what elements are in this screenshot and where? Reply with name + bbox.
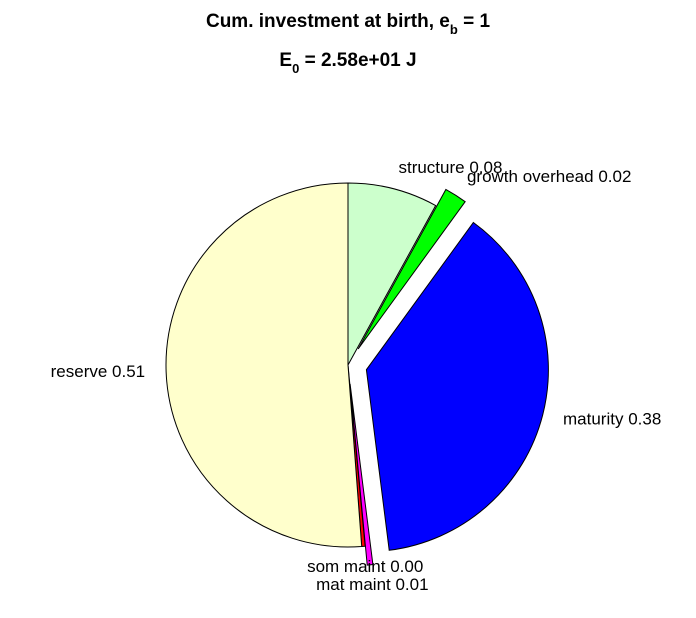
pie-slice-label-3: mat maint 0.01 [316,575,428,594]
pie-slice-label-5: reserve 0.51 [51,362,146,381]
pie-slice-label-4: som maint 0.00 [307,557,423,576]
chart-title-line1: Cum. investment at birth, eb = 1 [206,11,490,37]
pie-slice-5 [165,182,363,548]
pie-slice-3 [349,383,374,566]
pie-slice-label-1: growth overhead 0.02 [467,167,631,186]
pie-slice-2 [365,221,549,551]
pie-slice-label-2: maturity 0.38 [563,410,661,429]
pie-wedges [165,182,549,566]
chart-title-line2: E0 = 2.58e+01 J [279,50,416,76]
pie-slice-label-0: structure 0.08 [398,158,502,177]
pie-slice-1 [357,188,466,350]
pie-slice-0 [347,182,437,366]
